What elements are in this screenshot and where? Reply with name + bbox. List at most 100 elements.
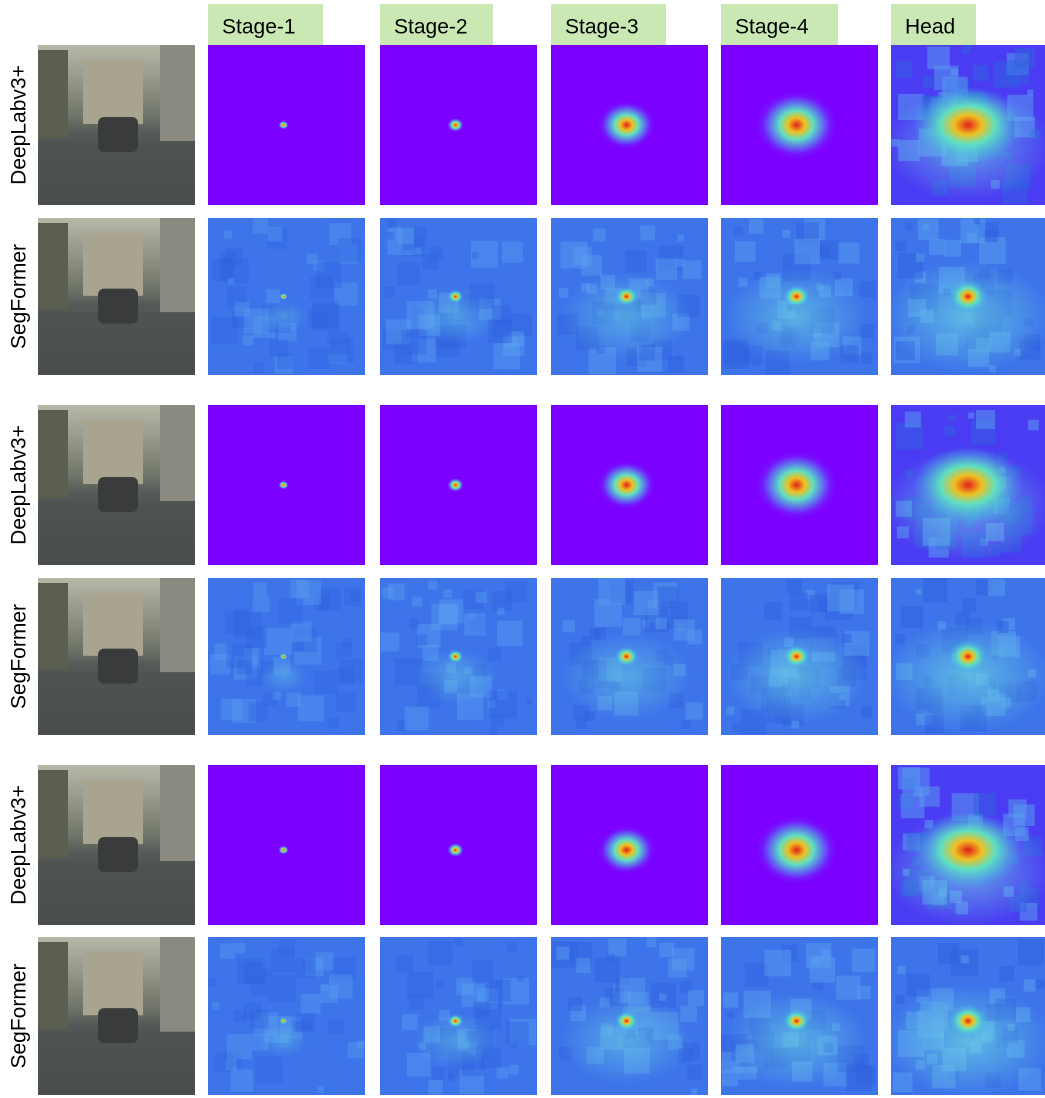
map-texture: [502, 978, 530, 1005]
building: [160, 218, 195, 313]
map-texture: [395, 954, 414, 973]
map-texture: [927, 46, 950, 70]
map-glow: [413, 648, 498, 705]
map-texture: [306, 253, 318, 265]
map-texture: [211, 316, 239, 345]
map-hotspot: [782, 644, 811, 669]
map-texture: [211, 258, 235, 281]
map-texture: [305, 957, 324, 977]
map-texture: [680, 1005, 697, 1023]
map-texture: [509, 331, 524, 347]
map-hotspot: [762, 821, 831, 879]
panels: Stage-1 Stage-2 Stage-3 Stage-4 Head DeepLabv…: [8, 4, 1045, 1097]
map-texture: [960, 955, 969, 964]
map-texture: [505, 581, 527, 603]
map-texture: [296, 580, 321, 605]
map-hotspot: [602, 104, 651, 146]
map-texture: [809, 594, 828, 613]
map-texture: [271, 948, 296, 973]
map-texture: [589, 628, 601, 640]
map-texture: [558, 288, 569, 298]
map-texture: [489, 690, 517, 719]
street-photo: [38, 45, 195, 205]
map-texture: [680, 980, 693, 993]
map-hotspot: [278, 120, 289, 130]
attention-map: [721, 937, 878, 1095]
attention-map: [208, 45, 365, 205]
map-texture: [286, 692, 301, 707]
map-texture: [276, 353, 293, 369]
map-texture: [812, 956, 822, 965]
map-texture: [790, 592, 809, 611]
map-texture: [640, 225, 656, 241]
building: [160, 405, 195, 501]
map-glow: [884, 260, 1045, 373]
map-texture: [402, 226, 427, 251]
map-hotspot: [782, 1009, 811, 1033]
map-hotspot: [447, 118, 464, 132]
attention-map: [551, 405, 708, 565]
map-texture: [915, 253, 925, 262]
vehicle: [98, 1008, 138, 1044]
building: [83, 420, 143, 484]
map-texture: [264, 627, 292, 656]
map-texture: [1035, 979, 1045, 989]
map-texture: [295, 1013, 315, 1033]
map-texture: [923, 578, 948, 603]
map-texture: [975, 409, 996, 430]
map-texture: [818, 600, 830, 612]
map-texture: [1027, 89, 1034, 96]
map-glow: [560, 997, 693, 1085]
map-texture: [968, 412, 975, 419]
building: [38, 223, 68, 310]
map-texture: [824, 592, 853, 621]
map-hotspot: [447, 843, 464, 857]
map-texture: [214, 1052, 234, 1072]
map-texture: [999, 965, 1015, 982]
map-texture: [278, 598, 304, 624]
map-hotspot: [614, 646, 639, 667]
map-hotspot: [948, 279, 988, 314]
map-texture: [861, 352, 873, 364]
map-texture: [454, 938, 463, 947]
map-texture: [312, 301, 339, 328]
map-texture: [609, 580, 634, 604]
map-texture: [827, 584, 854, 612]
map-texture: [387, 228, 415, 256]
map-texture: [384, 286, 395, 298]
map-texture: [336, 642, 353, 658]
street-photo: [38, 218, 195, 375]
map-texture: [411, 338, 436, 363]
map-texture: [502, 333, 525, 356]
map-texture: [447, 1074, 455, 1082]
map-texture: [677, 234, 685, 242]
map-texture: [1023, 979, 1037, 992]
map-texture: [428, 580, 437, 590]
map-texture: [645, 608, 669, 633]
map-texture: [809, 957, 836, 983]
attention-map: [208, 578, 365, 735]
map-texture: [393, 340, 418, 365]
map-hotspot: [279, 1017, 288, 1025]
map-texture: [673, 619, 695, 641]
map-texture: [224, 609, 251, 635]
map-texture: [687, 629, 703, 645]
map-texture: [1028, 419, 1039, 431]
map-texture: [493, 342, 521, 370]
map-texture: [337, 667, 355, 685]
map-texture: [973, 793, 997, 816]
map-texture: [653, 582, 678, 607]
map-hotspot: [447, 649, 464, 664]
attention-map: [551, 937, 708, 1095]
building: [83, 593, 143, 656]
map-texture: [432, 1067, 445, 1080]
map-texture: [208, 978, 217, 987]
map-hotspot: [278, 845, 289, 855]
map-texture: [944, 239, 961, 257]
map-texture: [220, 698, 243, 721]
map-hotspot: [948, 1004, 988, 1038]
attention-map: [208, 765, 365, 925]
building: [83, 60, 143, 124]
attention-map: [551, 578, 708, 735]
map-texture: [859, 281, 876, 298]
